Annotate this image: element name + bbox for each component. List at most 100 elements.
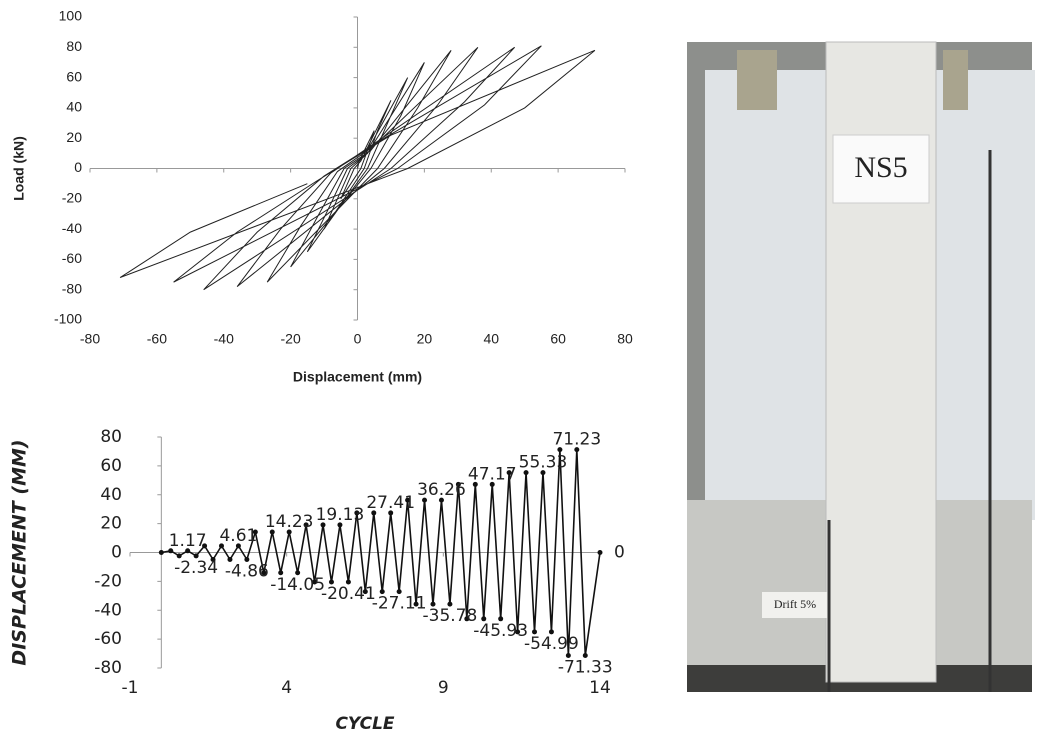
point [455, 481, 461, 487]
y-tick-label: -40 [62, 220, 82, 236]
data-label: 14.23 [265, 512, 314, 532]
x-tick-label: 0 [354, 331, 362, 347]
point [295, 570, 301, 576]
x-tick-label: -60 [147, 331, 167, 347]
x-tick-label: 40 [483, 331, 499, 347]
point [210, 557, 216, 563]
point [430, 601, 436, 607]
x-tick-label: 60 [550, 331, 566, 347]
point [489, 481, 495, 487]
sign [832, 134, 930, 204]
point [464, 616, 470, 622]
x-tick-label: 80 [617, 331, 633, 347]
y-tick-label: 60 [66, 68, 82, 84]
data-line [119, 45, 596, 291]
y-tick-label: -100 [54, 311, 82, 327]
y-tick-label: -40 [94, 600, 122, 620]
data-label: 36.26 [417, 480, 466, 500]
point [193, 553, 199, 559]
point [422, 497, 428, 503]
point [261, 570, 267, 576]
point [168, 548, 174, 554]
x-tick-label: 14 [589, 678, 611, 698]
point [565, 652, 571, 658]
data-label: -14.05 [270, 575, 325, 595]
point [438, 497, 444, 503]
y-tick-label: 100 [59, 8, 83, 24]
point [176, 553, 182, 559]
y-tick-label: 60 [100, 456, 122, 476]
point [396, 589, 402, 595]
point [328, 579, 334, 585]
y-tick-label: -20 [62, 190, 82, 206]
point [320, 522, 326, 528]
y-tick-label: 0 [74, 159, 82, 175]
point [481, 616, 487, 622]
point [345, 579, 351, 585]
data-label: -4.86 [225, 562, 269, 582]
data-label: -27.11 [372, 594, 427, 614]
point [269, 529, 275, 535]
point [278, 570, 284, 576]
y-tick-label: -80 [62, 280, 82, 296]
caption-card [762, 592, 828, 618]
x-tick-label: -80 [80, 331, 100, 347]
point [540, 470, 546, 476]
y-tick-label: 40 [66, 99, 82, 115]
data-label: 4.61 [219, 526, 257, 546]
point [303, 522, 309, 528]
y-tick-label: 20 [100, 514, 122, 534]
point [354, 510, 360, 516]
y-tick-label: 0 [111, 543, 122, 563]
point [582, 652, 588, 658]
point [548, 629, 554, 635]
y-tick-label: -60 [62, 250, 82, 266]
photo: NS5 Drift 5% [687, 41, 1035, 692]
point [597, 550, 603, 555]
x-tick-label: 4 [281, 678, 292, 698]
point [472, 481, 478, 487]
point [362, 589, 368, 595]
point [158, 550, 164, 555]
hysteresis-chart: -100 -80 -60 -40 -20 0 20 40 60 80 100 -80 -60 -40 -20… [11, 8, 633, 385]
point [379, 589, 385, 595]
bracket [737, 50, 777, 110]
x-tick-label: -40 [214, 331, 234, 347]
point [447, 601, 453, 607]
data-label: -45.93 [473, 621, 528, 641]
point [557, 447, 563, 453]
point [498, 616, 504, 622]
data-label: -20.41 [321, 584, 376, 604]
x-axis-title: CYCLE [335, 714, 394, 734]
point [405, 497, 411, 503]
data-label: -71.33 [558, 657, 613, 677]
y-tick-label: -80 [94, 658, 122, 678]
point [506, 470, 512, 476]
x-tick-label: -20 [281, 331, 301, 347]
cycle-chart: -80 -60 -40 -20 0 20 40 60 80 -1 4 9 14 CYCLE DISPLACE… [9, 427, 625, 734]
y-axis-title: DISPLACEMENT (MM) [9, 439, 31, 665]
data-label: 1.17 [169, 531, 207, 551]
point [515, 629, 521, 635]
data-label: -2.34 [174, 558, 218, 578]
y-tick-label: -60 [94, 629, 122, 649]
data-label: 47.17 [468, 464, 517, 484]
y-tick-label: 80 [100, 427, 122, 447]
point [574, 447, 580, 453]
point [185, 548, 191, 554]
data-label: 0 [614, 543, 625, 563]
data-label: 71.23 [552, 430, 601, 450]
y-tick-label: -20 [94, 571, 122, 591]
point [371, 510, 377, 516]
point [218, 543, 224, 549]
point [388, 510, 394, 516]
point [523, 470, 529, 476]
x-tick-label: 20 [417, 331, 433, 347]
point [337, 522, 343, 528]
point [227, 557, 233, 563]
point [413, 601, 419, 607]
x-tick-label: -1 [122, 678, 139, 698]
data-label: -35.78 [423, 606, 478, 626]
data-line [161, 449, 601, 656]
